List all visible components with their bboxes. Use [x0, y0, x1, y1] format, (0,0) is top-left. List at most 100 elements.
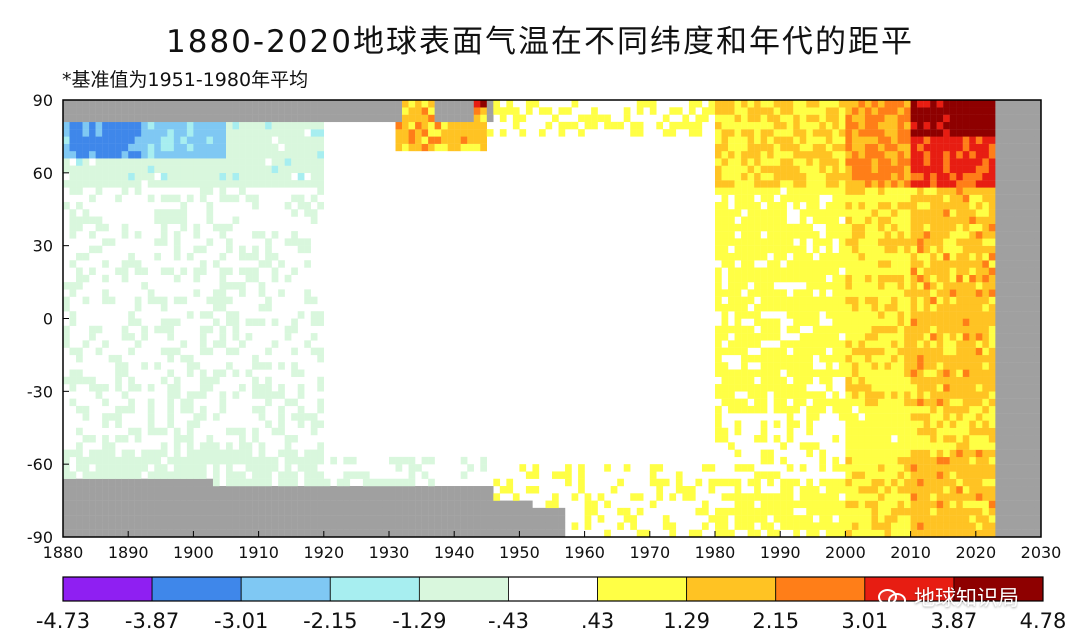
- heatmap-cell: [741, 274, 748, 283]
- heatmap-cell: [819, 303, 827, 312]
- heatmap-cell: [741, 158, 748, 166]
- heatmap-cell: [793, 194, 800, 203]
- heatmap-cell: [904, 413, 911, 421]
- heatmap-cell: [917, 107, 924, 115]
- heatmap-cell: [212, 478, 220, 487]
- heatmap-cell: [812, 369, 820, 377]
- heatmap-cell: [949, 223, 957, 232]
- heatmap-cell: [291, 231, 298, 239]
- x-tick-label: 2030: [1021, 543, 1062, 562]
- heatmap-cell: [63, 303, 70, 312]
- heatmap-cell: [904, 471, 911, 479]
- heatmap-cell: [812, 507, 820, 516]
- heatmap-cell: [284, 435, 292, 443]
- heatmap-cell: [962, 456, 970, 465]
- heatmap-cell: [969, 216, 976, 225]
- heatmap-cell: [864, 529, 872, 538]
- heatmap-cell: [721, 325, 729, 334]
- heatmap-cell: [1008, 507, 1016, 516]
- heatmap-cell: [923, 347, 931, 356]
- heatmap-cell: [871, 464, 879, 472]
- heatmap-cell: [310, 172, 318, 181]
- heatmap-cell: [930, 362, 937, 370]
- heatmap-cell: [956, 507, 963, 516]
- heatmap-cell: [173, 274, 181, 283]
- heatmap-cell: [962, 311, 970, 319]
- heatmap-cell: [734, 252, 742, 261]
- heatmap-cell: [982, 150, 990, 159]
- heatmap-cell: [780, 165, 787, 174]
- heatmap-cell: [480, 515, 487, 523]
- heatmap-cell: [291, 529, 298, 538]
- heatmap-cell: [480, 493, 487, 501]
- heatmap-cell: [838, 129, 846, 137]
- heatmap-cell: [304, 486, 311, 494]
- heatmap-cell: [271, 529, 279, 538]
- heatmap-cell: [662, 114, 670, 123]
- heatmap-cell: [226, 267, 233, 275]
- heatmap-cell: [186, 398, 194, 407]
- heatmap-cell: [760, 194, 768, 203]
- heatmap-cell: [715, 507, 722, 516]
- heatmap-cell: [193, 500, 201, 509]
- heatmap-cell: [284, 107, 292, 115]
- heatmap-cell: [858, 245, 866, 254]
- heatmap-cell: [773, 172, 781, 181]
- heatmap-cell: [891, 289, 898, 297]
- heatmap-cell: [864, 129, 872, 137]
- heatmap-cell: [845, 515, 853, 523]
- heatmap-cell: [1014, 413, 1022, 421]
- heatmap-cell: [728, 282, 735, 290]
- heatmap-cell: [845, 376, 853, 385]
- heatmap-cell: [936, 129, 944, 137]
- heatmap-cell: [525, 507, 533, 516]
- heatmap-cell: [806, 354, 813, 363]
- heatmap-cell: [1034, 354, 1042, 363]
- heatmap-cell: [904, 493, 911, 501]
- heatmap-cell: [82, 100, 90, 108]
- heatmap-cell: [154, 493, 161, 501]
- heatmap-cell: [245, 515, 253, 523]
- heatmap-cell: [173, 136, 181, 144]
- heatmap-cell: [1014, 478, 1022, 487]
- heatmap-cell: [760, 369, 768, 377]
- heatmap-cell: [349, 500, 357, 509]
- heatmap-cell: [969, 165, 976, 174]
- heatmap-cell: [1034, 456, 1042, 465]
- heatmap-cell: [760, 238, 768, 246]
- heatmap-cell: [1021, 369, 1029, 377]
- heatmap-cell: [454, 114, 461, 123]
- heatmap-cell: [923, 340, 931, 348]
- heatmap-cell: [943, 493, 950, 501]
- heatmap-cell: [884, 289, 892, 297]
- heatmap-cell: [949, 442, 957, 450]
- heatmap-cell: [825, 507, 833, 516]
- heatmap-cell: [271, 493, 279, 501]
- heatmap-cell: [825, 201, 833, 210]
- heatmap-cell: [930, 391, 937, 399]
- heatmap-cell: [943, 333, 950, 341]
- heatmap-cell: [780, 245, 787, 254]
- heatmap-cell: [265, 303, 272, 312]
- heatmap-cell: [199, 172, 207, 181]
- heatmap-cell: [173, 296, 181, 305]
- heatmap-cell: [1021, 325, 1029, 334]
- heatmap-cell: [851, 486, 859, 494]
- heatmap-cell: [226, 114, 233, 123]
- heatmap-cell: [186, 500, 194, 509]
- heatmap-cell: [799, 143, 807, 152]
- heatmap-cell: [76, 100, 83, 108]
- heatmap-cell: [923, 296, 931, 305]
- heatmap-cell: [265, 296, 272, 305]
- heatmap-cell: [969, 384, 976, 392]
- heatmap-cell: [258, 121, 266, 130]
- heatmap-cell: [160, 296, 168, 305]
- heatmap-cell: [878, 456, 885, 465]
- heatmap-cell: [1001, 245, 1009, 254]
- heatmap-cell: [408, 515, 416, 523]
- heatmap-cell: [486, 129, 494, 137]
- heatmap-cell: [252, 121, 259, 130]
- heatmap-cell: [258, 442, 266, 450]
- heatmap-cell: [239, 165, 246, 174]
- heatmap-cell: [232, 165, 240, 174]
